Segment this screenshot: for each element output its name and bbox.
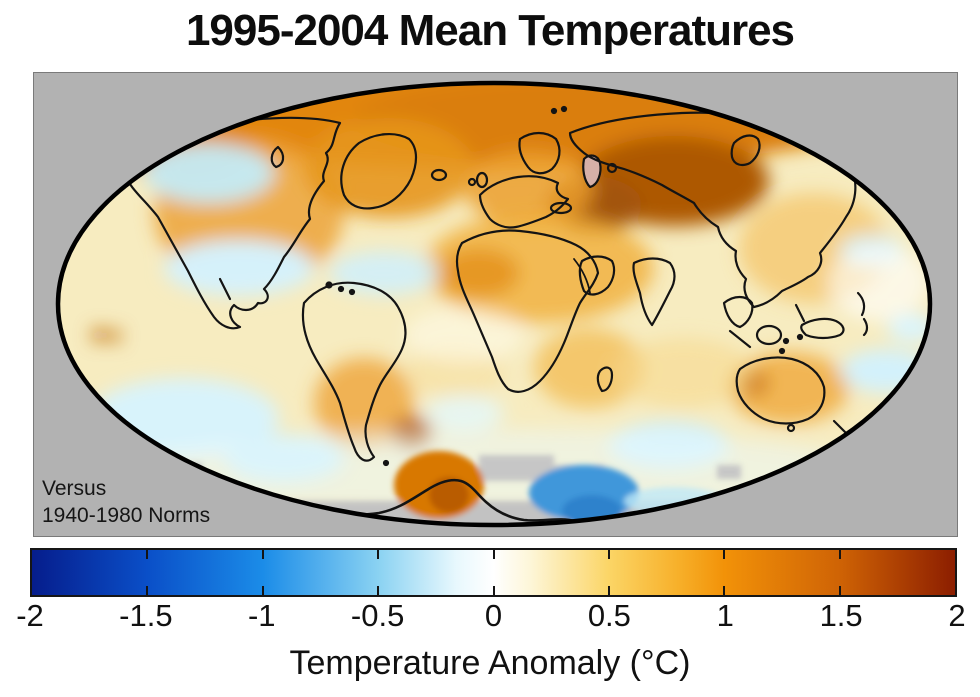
- colorbar-tick: [261, 550, 264, 559]
- colorbar-tick: [492, 550, 495, 559]
- colorbar-tick: [723, 550, 726, 559]
- map-note: Versus 1940-1980 Norms: [42, 475, 210, 530]
- globe-outline: [55, 80, 933, 528]
- colorbar-tick: [377, 586, 380, 595]
- colorbar-tick-labels: -2 -1.5 -1 -0.5 0 0.5 1 1.5 2: [16, 598, 965, 640]
- colorbar-tick: [607, 550, 610, 559]
- colorbar-tick: [377, 550, 380, 559]
- colorbar-tick-label: 1: [716, 598, 734, 633]
- colorbar-tick-label: -1.5: [119, 598, 173, 633]
- colorbar-tick: [838, 586, 841, 595]
- colorbar-tick: [723, 586, 726, 595]
- colorbar-tick: [607, 586, 610, 595]
- map-note-line2: 1940-1980 Norms: [42, 504, 211, 528]
- map-panel: Versus 1940-1980 Norms: [33, 72, 958, 537]
- world-map: [55, 80, 933, 528]
- colorbar-tick: [261, 586, 264, 595]
- colorbar-tick: [146, 550, 149, 559]
- colorbar-tick-label: -0.5: [350, 598, 405, 633]
- colorbar-tick-label: -1: [247, 598, 276, 633]
- colorbar-tick-label: 1.5: [819, 598, 863, 633]
- map-note-line1: Versus: [42, 476, 107, 500]
- colorbar-tick-label: 0.5: [587, 598, 631, 633]
- globe-interior: [58, 83, 930, 525]
- colorbar-tick: [146, 586, 149, 595]
- colorbar: [30, 548, 957, 597]
- colorbar-tick-label: -2: [16, 598, 44, 633]
- colorbar-tick-label: 2: [948, 598, 966, 633]
- colorbar-tick: [838, 550, 841, 559]
- colorbar-axis-label: Temperature Anomaly (°C): [289, 644, 691, 682]
- page-title: 1995-2004 Mean Temperatures: [185, 6, 795, 55]
- colorbar-tick: [492, 586, 495, 595]
- colorbar-tick-label: 0: [484, 598, 503, 633]
